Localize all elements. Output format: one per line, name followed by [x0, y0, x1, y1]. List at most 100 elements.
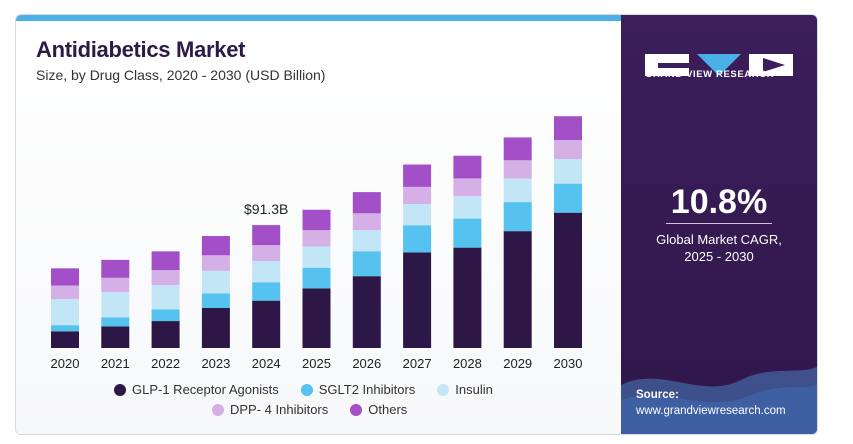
- bar-segment-2029-4: [503, 137, 532, 161]
- bar-segment-2027-2: [403, 204, 432, 226]
- legend-swatch: [114, 383, 126, 396]
- bar-segment-2022-1: [151, 309, 180, 322]
- cagr-value: 10.8%: [670, 183, 768, 221]
- bar-segment-2030-1: [554, 183, 582, 213]
- bar-segment-2026-3: [352, 213, 381, 230]
- bar-segment-2020-1: [51, 325, 79, 332]
- bar-segment-2023-1: [201, 293, 230, 309]
- brand-panel: GRAND VIEW RESEARCH 10.8% Global Market …: [621, 15, 817, 434]
- data-label: $91.3B: [244, 201, 288, 217]
- bar-segment-2026-0: [352, 276, 381, 348]
- bar-segment-2027-3: [403, 186, 432, 205]
- legend-label: GLP-1 Receptor Agonists: [132, 382, 279, 397]
- x-tick-label: 2026: [352, 356, 381, 371]
- x-tick-label: 2023: [201, 356, 230, 371]
- accent-bar: [16, 15, 621, 21]
- bar-segment-2030-3: [554, 140, 582, 159]
- bar-segment-2024-2: [252, 261, 281, 283]
- legend-swatch: [300, 383, 313, 396]
- x-tick-label: 2024: [252, 356, 281, 371]
- x-tick-label: 2025: [302, 356, 331, 371]
- legend-label: Insulin: [455, 382, 493, 397]
- bar-segment-2028-3: [453, 178, 482, 197]
- cagr-label: Global Market CAGR, 2025 - 2030: [621, 231, 817, 265]
- legend-swatch: [350, 403, 363, 416]
- legend-item: DPP- 4 Inhibitors: [212, 402, 328, 417]
- bar-segment-2021-1: [101, 317, 130, 327]
- bar-segment-2024-0: [252, 300, 281, 348]
- x-tick-label: 2028: [453, 356, 482, 371]
- bar-segment-2026-1: [352, 251, 381, 277]
- legend-swatch: [437, 383, 450, 396]
- bar-segment-2029-3: [503, 160, 532, 179]
- chart-subtitle: Size, by Drug Class, 2020 - 2030 (USD Bi…: [36, 67, 326, 83]
- legend-row: GLP-1 Receptor Agonists SGLT2 Inhibitors I…: [114, 382, 515, 397]
- bar-segment-2026-2: [352, 229, 381, 252]
- bar-segment-2022-0: [151, 321, 180, 348]
- chart-title: Antidiabetics Market: [36, 37, 246, 62]
- bar-segment-2024-1: [252, 282, 281, 301]
- source-label: Source:: [636, 389, 679, 401]
- bar-segment-2022-2: [151, 285, 180, 310]
- cagr-label-line: Global Market CAGR,: [656, 232, 782, 247]
- x-tick-label: 2021: [101, 356, 130, 371]
- x-tick-label: 2020: [51, 356, 80, 371]
- bar-segment-2026-4: [352, 192, 381, 214]
- bar-segment-2023-3: [201, 255, 230, 271]
- bar-segment-2030-0: [554, 212, 582, 348]
- legend-label: DPP- 4 Inhibitors: [230, 402, 329, 417]
- chart-card: Antidiabetics Market Size, by Drug Class…: [15, 14, 818, 435]
- bar-segment-2028-0: [453, 247, 482, 348]
- bar-segment-2025-1: [302, 267, 331, 289]
- legend-item: Others: [350, 402, 407, 417]
- legend-item: GLP-1 Receptor Agonists: [114, 382, 279, 397]
- x-tick-label: 2030: [554, 356, 583, 371]
- stacked-bar-chart: 2020 2021 2022 2023 2024 $91.3B 2025 2026 2027 20…: [51, 116, 583, 371]
- bar-segment-2025-3: [302, 230, 331, 247]
- bar-segment-2021-4: [101, 259, 130, 278]
- bar-segment-2028-2: [453, 196, 482, 219]
- bar-segment-2023-2: [201, 270, 230, 294]
- bar-segment-2029-1: [503, 202, 532, 232]
- divider: [666, 223, 772, 224]
- x-tick-label: 2022: [151, 356, 180, 371]
- bar-segment-2024-4: [252, 225, 281, 246]
- legend-item: Insulin: [437, 382, 493, 397]
- bar-segment-2022-4: [151, 251, 180, 271]
- bar-segment-2025-4: [302, 209, 331, 231]
- legend-swatch: [212, 403, 224, 416]
- bar-segment-2021-2: [101, 292, 130, 318]
- x-tick-label: 2029: [503, 356, 532, 371]
- bar-segment-2028-4: [453, 155, 482, 179]
- bar-segment-2023-0: [201, 308, 230, 348]
- decorative-wave: [621, 367, 817, 434]
- x-tick-label: 2027: [403, 356, 432, 371]
- bar-segment-2030-2: [554, 158, 582, 184]
- bar-segment-2020-3: [51, 285, 79, 300]
- bar-segment-2020-2: [51, 299, 79, 326]
- bar-segment-2021-0: [101, 326, 130, 348]
- legend-row: DPP- 4 Inhibitors Others: [212, 402, 429, 417]
- bar-segment-2027-4: [403, 164, 432, 187]
- legend-item: SGLT2 Inhibitors: [300, 382, 416, 397]
- bar-segment-2029-0: [503, 231, 532, 348]
- bar-segment-2024-3: [252, 245, 281, 262]
- grand-view-research-logo: [645, 54, 793, 76]
- source-url[interactable]: www.grandviewresearch.com: [636, 405, 786, 417]
- bar-segment-2025-0: [302, 288, 331, 348]
- bar-segment-2021-3: [101, 277, 130, 293]
- bar-segment-2027-1: [403, 225, 432, 253]
- bar-segment-2022-3: [151, 270, 180, 286]
- bar-segment-2020-4: [51, 268, 79, 286]
- bar-segment-2027-0: [403, 252, 432, 348]
- chart-panel: Antidiabetics Market Size, by Drug Class…: [16, 15, 621, 434]
- bar-segment-2029-2: [503, 178, 532, 203]
- legend-label: SGLT2 Inhibitors: [318, 382, 416, 397]
- bar-segment-2025-2: [302, 246, 331, 268]
- bar-segment-2028-1: [453, 218, 482, 248]
- brand-name: GRAND VIEW RESEARCH: [645, 69, 775, 80]
- legend-label: Others: [368, 402, 408, 417]
- bar-segment-2020-0: [51, 331, 79, 348]
- bar-segment-2030-4: [554, 116, 582, 141]
- cagr-label-line: 2025 - 2030: [684, 249, 754, 264]
